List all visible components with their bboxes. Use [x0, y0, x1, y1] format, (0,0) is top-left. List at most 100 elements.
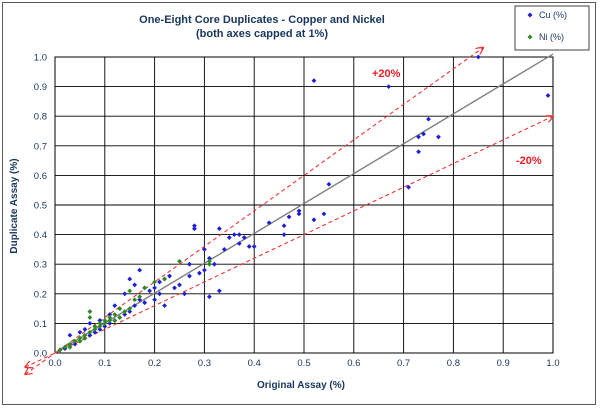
ni-point — [102, 318, 108, 323]
y-tick-label: 0.9 — [34, 82, 47, 93]
ni-point — [72, 338, 78, 344]
cu-point — [266, 220, 272, 226]
cu-point — [311, 217, 317, 223]
ni-point — [127, 306, 133, 311]
cu-point — [152, 297, 157, 303]
y-tick-label: 0.1 — [34, 319, 47, 330]
ni-point — [92, 323, 98, 329]
y-tick-label: 0.4 — [34, 230, 47, 241]
ni-point — [92, 326, 98, 332]
cu-point — [82, 326, 88, 332]
cu-point — [192, 223, 197, 229]
cu-point — [236, 232, 242, 237]
ni-point — [206, 261, 212, 267]
ni-point — [57, 347, 63, 353]
ni-point — [77, 335, 83, 341]
y-tick-label: 0.3 — [34, 260, 47, 271]
cu-point — [202, 267, 207, 273]
cu-point — [197, 270, 202, 276]
cu-point — [182, 291, 187, 297]
y-tick-label: 0.7 — [34, 141, 47, 152]
legend-label-cu: Cu (%) — [539, 10, 567, 20]
cu-point — [475, 54, 481, 60]
y-tick-label: 0.2 — [34, 289, 47, 300]
x-tick-label: 0.3 — [198, 358, 211, 369]
y-tick-label: 0.8 — [34, 112, 47, 123]
y-axis-label: Duplicate Assay (%) — [9, 158, 20, 253]
cu-point — [241, 235, 247, 240]
cu-point — [102, 323, 108, 329]
legend-marker-ni — [527, 34, 533, 40]
ni-point — [107, 315, 113, 320]
ni-point — [97, 321, 103, 326]
cu-point — [142, 300, 148, 306]
x-tick-label: 0.1 — [98, 358, 111, 369]
x-tick-label: 1.0 — [546, 358, 559, 369]
ni-point — [206, 258, 212, 264]
cu-point — [97, 318, 103, 323]
cu-point — [436, 134, 441, 140]
ni-point — [162, 276, 167, 282]
cu-point — [321, 211, 327, 217]
ni-point — [82, 335, 88, 341]
cu-point — [187, 273, 192, 279]
cu-point — [87, 321, 93, 326]
cu-point — [221, 247, 227, 252]
x-tick-label: 0.7 — [397, 358, 410, 369]
cu-point — [87, 332, 93, 338]
cu-point — [416, 149, 421, 155]
x-axis-label: Original Assay (%) — [257, 380, 345, 391]
x-tick-label: 0.8 — [447, 358, 460, 369]
legend: Cu (%) Ni (%) — [514, 5, 590, 51]
ni-point — [127, 288, 133, 294]
x-tick-label: 0.5 — [297, 358, 310, 369]
cu-point — [72, 341, 78, 347]
tick-labels: 0.0 0.1 0.2 0.3 0.4 0.5 0.6 0.7 0.8 0.9 1.0 0.0 0.1 0… — [34, 53, 560, 370]
cu-point — [77, 329, 83, 335]
cu-point — [286, 214, 292, 220]
cu-point — [246, 244, 252, 249]
legend-item-ni: Ni (%) — [527, 32, 564, 42]
y-tick-label: 0.0 — [34, 349, 47, 360]
cu-point — [112, 303, 118, 309]
cu-point — [231, 232, 237, 237]
ni-point — [122, 309, 128, 314]
cu-point — [157, 291, 162, 297]
x-tick-label: 0.0 — [48, 358, 61, 369]
chart-title: One-Eight Core Duplicates - Copper and N… — [139, 14, 385, 26]
cu-point — [251, 244, 257, 249]
ni-point — [112, 318, 118, 323]
cu-point — [67, 332, 73, 338]
ni-point — [87, 315, 93, 320]
cu-point — [147, 288, 153, 294]
cu-point — [216, 288, 222, 294]
cu-point — [386, 84, 392, 89]
cu-point — [406, 184, 411, 190]
cu-point — [127, 276, 133, 282]
cu-point — [326, 181, 332, 187]
cu-point — [172, 285, 177, 291]
cu-point — [132, 282, 138, 288]
ni-point — [107, 318, 113, 323]
cu-point — [206, 255, 212, 261]
x-tick-label: 0.4 — [248, 358, 261, 369]
legend-box — [514, 5, 590, 51]
cu-point — [107, 312, 113, 317]
cu-point — [216, 226, 222, 232]
cu-point — [122, 312, 128, 317]
cu-point — [545, 93, 551, 98]
cu-point — [281, 232, 287, 237]
cu-point — [421, 131, 426, 137]
cu-point — [152, 285, 157, 291]
cu-point — [137, 297, 143, 303]
ni-point — [102, 321, 108, 326]
cu-point — [162, 303, 167, 309]
ni-point — [117, 306, 123, 311]
legend-item-cu: Cu (%) — [527, 10, 567, 20]
ni-point — [117, 315, 123, 320]
cu-point — [132, 303, 138, 309]
cu-point — [127, 309, 133, 314]
band-labels: +20% -20% — [372, 68, 542, 167]
cu-point — [206, 294, 212, 300]
